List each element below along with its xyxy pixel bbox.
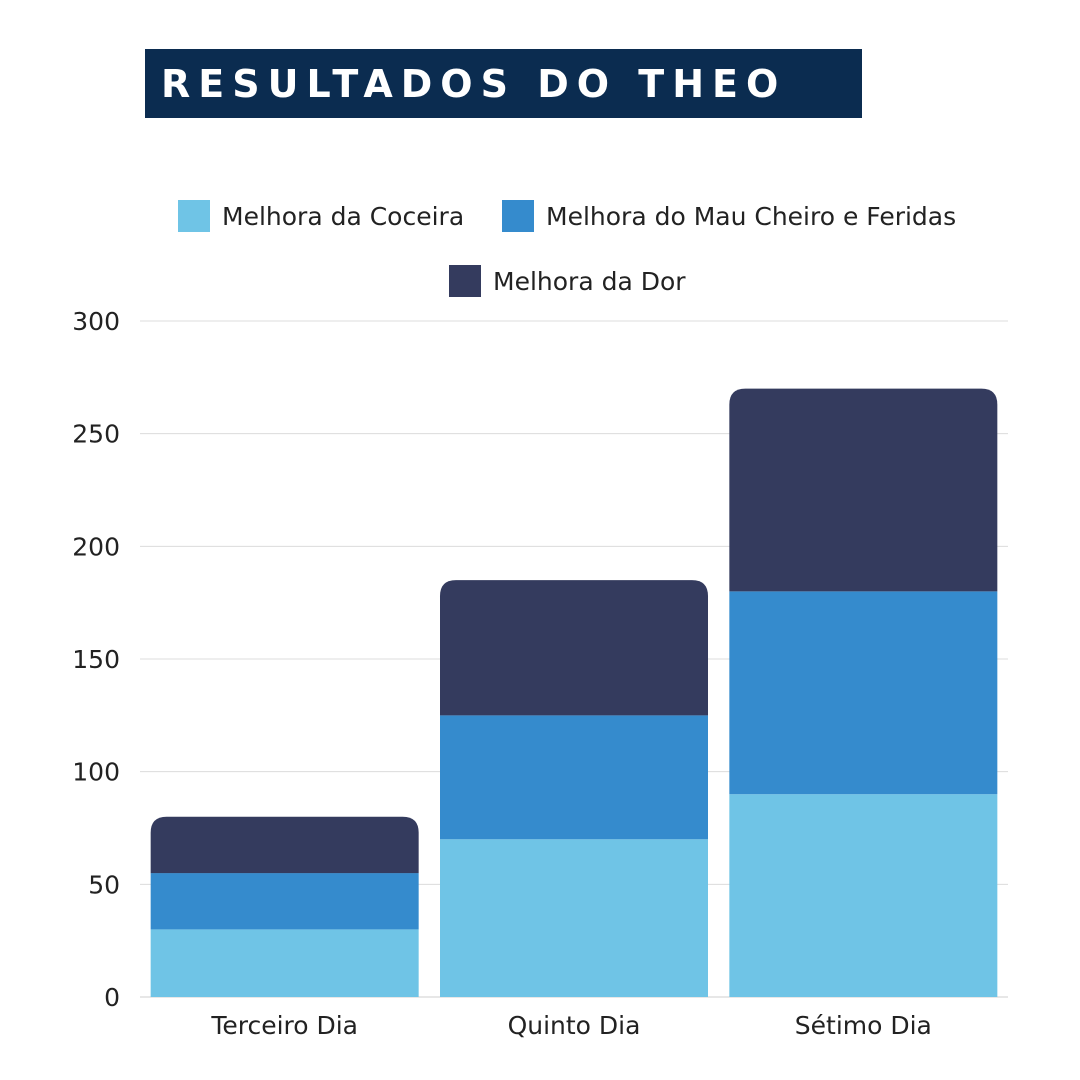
x-tick-label: Sétimo Dia bbox=[795, 1011, 932, 1040]
y-tick-label: 300 bbox=[72, 307, 120, 336]
legend-label-mau-cheiro: Melhora do Mau Cheiro e Feridas bbox=[546, 201, 957, 231]
legend-label-dor: Melhora da Dor bbox=[493, 266, 686, 296]
x-tick-label: Quinto Dia bbox=[508, 1011, 641, 1040]
legend-swatch-coceira bbox=[178, 200, 210, 232]
legend-item-dor: Melhora da Dor bbox=[449, 265, 686, 297]
y-tick-label: 0 bbox=[104, 983, 120, 1012]
bar-segment-2-0 bbox=[729, 794, 998, 997]
bar-segment-0-2 bbox=[150, 816, 419, 874]
chart-title: RESULTADOS DO THEO bbox=[161, 61, 787, 106]
y-tick-label: 200 bbox=[72, 532, 120, 561]
bar-segment-1-1 bbox=[440, 715, 708, 840]
bar-segment-0-0 bbox=[150, 929, 419, 997]
y-tick-label: 100 bbox=[72, 758, 120, 787]
bar-segment-2-2 bbox=[729, 388, 998, 592]
x-tick-label: Terceiro Dia bbox=[210, 1011, 358, 1040]
legend-item-mau-cheiro: Melhora do Mau Cheiro e Feridas bbox=[502, 200, 956, 232]
title-banner: RESULTADOS DO THEO bbox=[145, 49, 862, 118]
legend-swatch-mau-cheiro bbox=[502, 200, 534, 232]
legend-swatch-dor bbox=[449, 265, 481, 297]
y-tick-label: 250 bbox=[72, 420, 120, 449]
y-tick-label: 150 bbox=[72, 645, 120, 674]
legend-label-coceira: Melhora da Coceira bbox=[222, 201, 465, 231]
bar-segment-1-2 bbox=[440, 580, 708, 716]
bar-segment-2-1 bbox=[729, 591, 998, 795]
y-tick-label: 50 bbox=[88, 870, 120, 899]
bar-segment-0-1 bbox=[150, 873, 419, 930]
legend-item-coceira: Melhora da Coceira bbox=[178, 200, 464, 232]
bar-segment-1-0 bbox=[440, 839, 708, 997]
